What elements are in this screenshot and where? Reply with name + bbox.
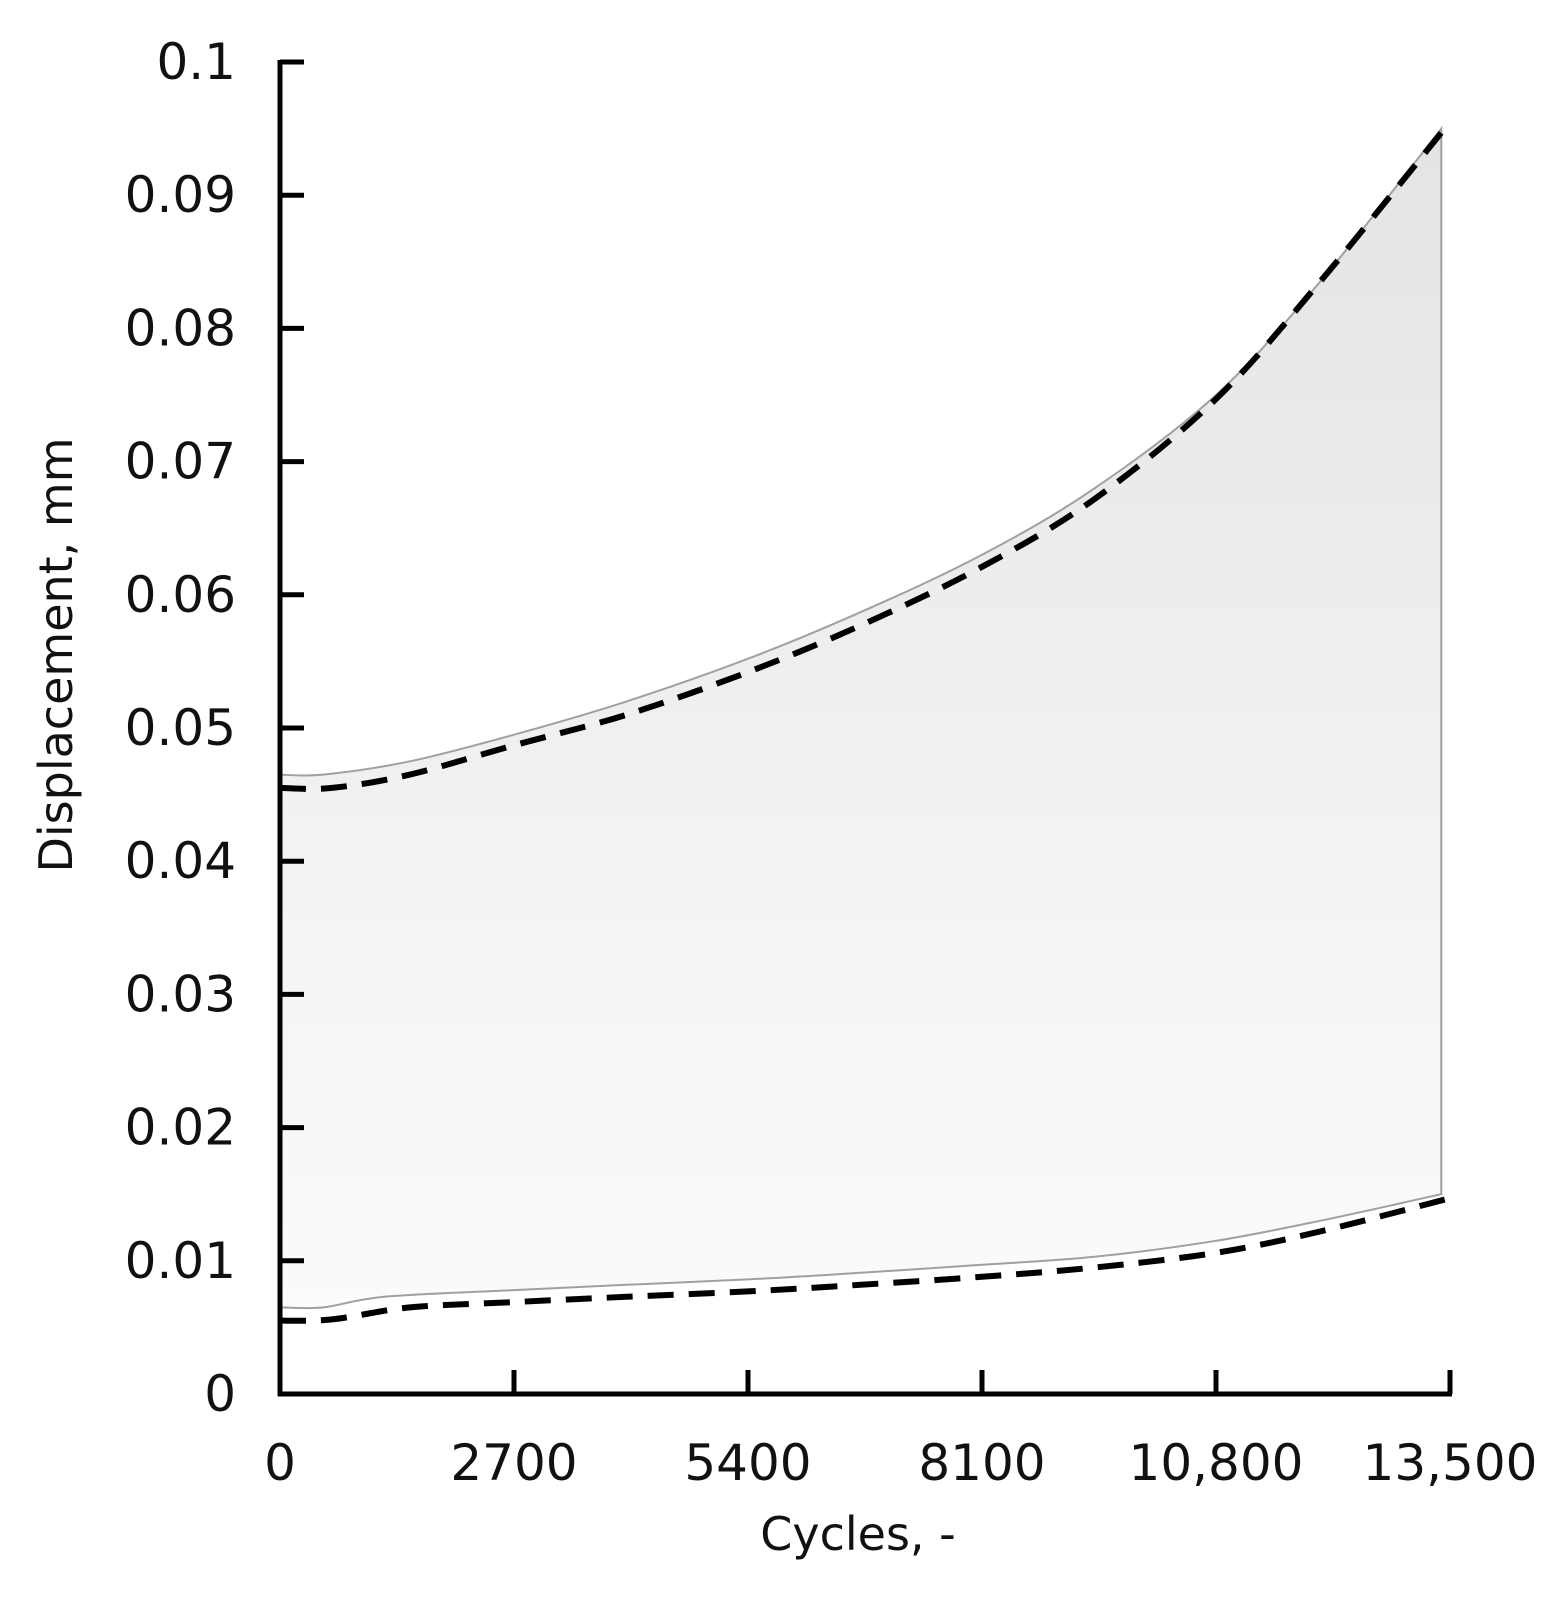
x-tick-label: 8100: [918, 1434, 1045, 1492]
y-tick-label: 0.04: [125, 832, 236, 890]
band-layer: [279, 125, 1443, 1310]
y-tick-label: 0: [204, 1365, 236, 1423]
y-tick-label: 0.06: [125, 566, 236, 624]
y-tick-label: 0.02: [125, 1099, 236, 1157]
y-tick-label: 0.09: [125, 166, 236, 224]
y-axis-title: Displacement, mm: [29, 437, 83, 872]
y-tick-label: 0.1: [156, 33, 236, 91]
x-tick-label: 0: [264, 1434, 296, 1492]
tick-labels: 0 0.01 0.02 0.03 0.04 0.05 0.06 0.07 0.08 0.09 0.1…: [125, 33, 1538, 1492]
y-tick-label: 0.03: [125, 965, 236, 1023]
envelope-band: [279, 125, 1443, 1310]
x-tick-label: 10,800: [1129, 1434, 1304, 1492]
x-tick-label: 13,500: [1363, 1434, 1538, 1492]
lower-dashed-line: [279, 1195, 1451, 1324]
x-axis-title: Cycles, -: [760, 1507, 956, 1561]
x-tick-label: 5400: [684, 1434, 811, 1492]
y-tick-label: 0.01: [125, 1232, 236, 1290]
y-tick-label: 0.05: [125, 699, 236, 757]
series-layer: [279, 120, 1453, 1324]
axes: [277, 59, 1453, 1397]
x-tick-label: 2700: [450, 1434, 577, 1492]
y-tick-label: 0.08: [125, 299, 236, 357]
y-tick-label: 0.07: [125, 433, 236, 491]
